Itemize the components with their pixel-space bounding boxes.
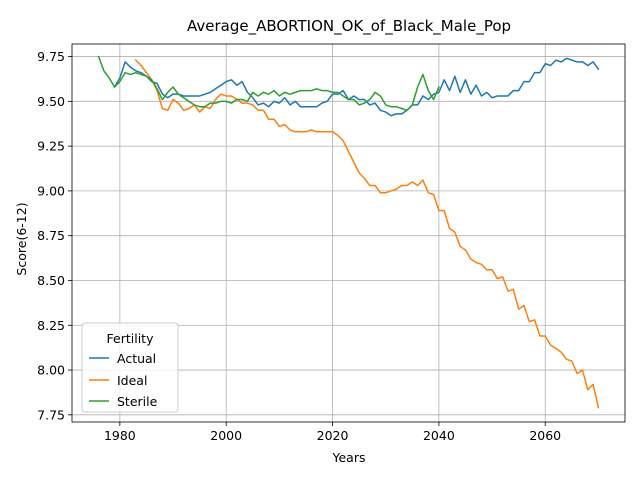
x-tick-label: 2000	[210, 428, 242, 443]
legend-label-actual: Actual	[117, 351, 156, 366]
x-tick-label: 2040	[423, 428, 455, 443]
legend-box	[81, 322, 179, 413]
series-line-sterile	[97, 55, 440, 112]
y-tick-label: 8.50	[37, 273, 65, 288]
series-line-actual	[113, 57, 600, 117]
legend-label-sterile: Sterile	[117, 394, 158, 409]
legend-label-ideal: Ideal	[117, 373, 147, 388]
x-axis: 1980 2000 2020 2040 2060	[104, 422, 561, 443]
plot-frame	[71, 43, 626, 423]
y-tick-label: 9.75	[37, 49, 65, 64]
x-tick-label: 1980	[104, 428, 136, 443]
legend: Fertility Actual Ideal Sterile	[81, 322, 179, 413]
y-axis-label: Score(6-12)	[14, 202, 29, 275]
y-tick-label: 8.75	[37, 228, 65, 243]
chart-title: Average_ABORTION_OK_of_Black_Male_Pop	[187, 17, 511, 36]
y-axis: 7.75 8.00 8.25 8.50 8.75 9.00 9.25 9.50 9.75	[37, 49, 72, 422]
y-tick-label: 7.75	[37, 407, 65, 422]
x-tick-label: 2060	[529, 428, 561, 443]
x-axis-label: Years	[332, 450, 366, 465]
y-tick-label: 9.00	[37, 183, 65, 198]
series-lines	[97, 55, 600, 409]
y-tick-label: 9.25	[37, 139, 65, 154]
y-tick-label: 8.25	[37, 318, 65, 333]
legend-title: Fertility	[107, 331, 155, 346]
y-tick-label: 8.00	[37, 363, 65, 378]
series-line-ideal	[134, 59, 600, 409]
y-tick-label: 9.50	[37, 94, 65, 109]
x-tick-label: 2020	[317, 428, 349, 443]
